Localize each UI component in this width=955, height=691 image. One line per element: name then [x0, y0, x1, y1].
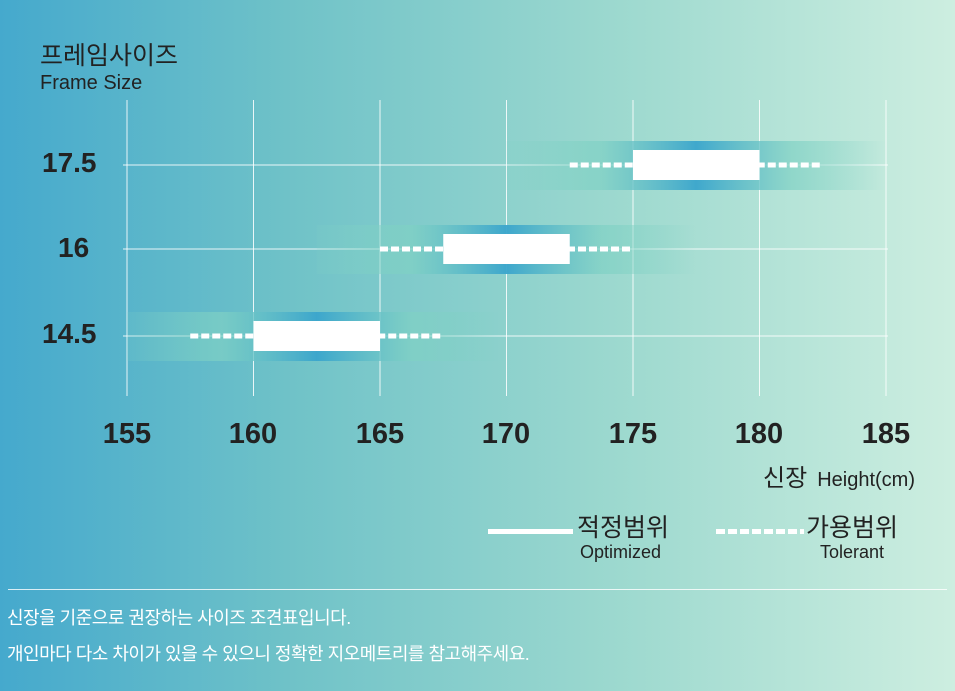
y-tick-label: 16: [58, 232, 90, 263]
legend-tolerant: 가용범위 Tolerant: [716, 508, 899, 562]
legend-optimized: 적정범위 Optimized: [488, 508, 670, 562]
divider: [8, 589, 947, 590]
legend-dashed-swatch: [716, 529, 804, 535]
y-tick-label: 14.5: [42, 318, 97, 349]
x-tick-label: 185: [861, 418, 911, 450]
legend-tolerant-en: Tolerant: [820, 542, 885, 562]
x-axis-label: 신장 Height(cm): [763, 458, 915, 493]
note-line: 신장을 기준으로 권장하는 사이즈 조견표입니다.: [7, 608, 351, 628]
x-tick-label: 175: [608, 418, 658, 450]
y-tick-label: 17.5: [42, 147, 97, 178]
legend-optimized-ko: 적정범위: [577, 514, 670, 542]
optimized-range-bar: [443, 234, 570, 264]
x-tick-label: 165: [355, 418, 405, 450]
legend-tolerant-ko: 가용범위: [806, 514, 899, 542]
x-tick-label: 155: [102, 418, 152, 450]
legend-solid-swatch: [488, 529, 573, 535]
legend-optimized-en: Optimized: [580, 542, 662, 562]
chart-title-en: Frame Size: [40, 72, 143, 94]
x-axis-label-ko: 신장: [763, 465, 808, 492]
x-tick-label: 160: [228, 418, 278, 450]
optimized-range-bar: [633, 150, 760, 180]
x-tick-label: 170: [481, 418, 531, 450]
note-line: 개인마다 다소 차이가 있을 수 있으니 정확한 지오메트리를 참고해주세요.: [7, 644, 530, 664]
optimized-range-bar: [253, 321, 380, 351]
chart-title-ko: 프레임사이즈: [40, 42, 179, 70]
x-tick-label: 180: [734, 418, 784, 450]
x-axis-label-en: Height(cm): [817, 469, 915, 491]
